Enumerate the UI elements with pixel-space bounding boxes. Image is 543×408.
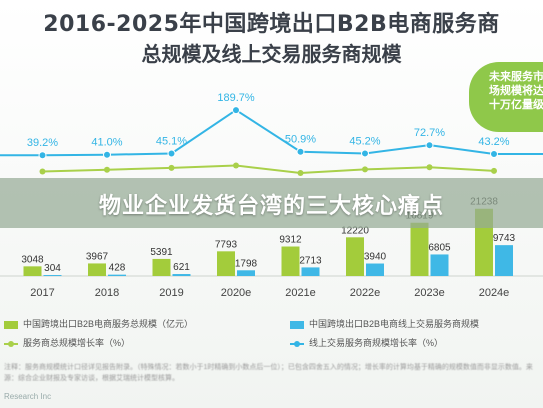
point-online-growth <box>490 150 498 159</box>
legend-label-total: 中国跨境出口B2B电商服务总规模（亿元） <box>23 319 194 329</box>
point-online-growth <box>38 151 47 160</box>
bar-total <box>88 263 106 276</box>
bar-total <box>281 246 300 276</box>
x-tick-label: 2020e <box>221 287 252 299</box>
growth-label: 45.1% <box>156 135 187 147</box>
x-tick-label: 2024e <box>479 287 510 299</box>
overlay-banner-text: 物业企业发货台湾的三大核心痛点 <box>98 194 444 219</box>
bar-total-label: 9312 <box>279 235 302 246</box>
x-tick-label: 2023e <box>414 287 445 299</box>
growth-label: 45.2% <box>349 135 380 147</box>
point-online-growth <box>425 141 434 150</box>
legend-item-total-growth: 服务商总规模增长率（%） <box>4 336 130 349</box>
note-line-2: 场规模将达 <box>489 85 543 97</box>
x-tick-label: 2022e <box>350 287 381 299</box>
legend-item-total: 中国跨境出口B2B电商服务总规模（亿元） <box>4 317 193 330</box>
point-total-growth <box>491 167 497 174</box>
point-total-growth <box>39 168 46 175</box>
point-total-growth <box>362 166 368 173</box>
growth-label: 189.7% <box>217 92 255 104</box>
bar-online-label: 621 <box>173 262 190 273</box>
point-total-growth <box>297 170 304 176</box>
legend-label-total-growth: 服务商总规模增长率（%） <box>23 338 131 348</box>
bar-online-label: 1798 <box>235 258 258 269</box>
chart-subtitle: 总规模及线上交易服务商规模 <box>141 42 402 66</box>
overlay-banner <box>0 178 543 228</box>
point-total-growth <box>233 162 239 169</box>
bar-online <box>430 254 449 276</box>
bar-total <box>346 237 364 276</box>
line-online-growth <box>0 108 543 157</box>
x-tick-label: 2018 <box>95 287 119 299</box>
bar-online <box>495 245 513 276</box>
bar-online <box>301 267 320 276</box>
note-line-1: 未来服务市 <box>489 71 543 83</box>
legend-item-online-growth: 线上交易服务商规模增长率（%） <box>290 336 443 349</box>
legend-swatch-blue-line <box>290 340 304 347</box>
growth-label: 39.2% <box>27 137 58 149</box>
bar-online <box>237 270 255 276</box>
bar-total-label: 7793 <box>215 239 238 250</box>
legend-swatch-green-line <box>4 340 18 347</box>
growth-label: 50.9% <box>285 134 316 146</box>
growth-label: 41.0% <box>91 137 122 149</box>
bar-total <box>217 251 235 276</box>
bar-online <box>108 274 126 276</box>
legend-swatch-green-bar <box>4 320 18 329</box>
bar-online <box>366 263 384 276</box>
bar-total-label: 12220 <box>341 225 369 236</box>
point-total-growth <box>168 164 175 171</box>
bar-online-label: 3940 <box>364 252 387 263</box>
bar-online-label: 428 <box>109 263 126 274</box>
bar-online <box>172 274 191 276</box>
legend-swatch-blue-bar <box>290 320 304 329</box>
bar-total-label: 3048 <box>21 254 44 265</box>
line-total-growth <box>42 164 495 175</box>
point-total-growth <box>104 166 110 173</box>
bar-online-label: 6805 <box>428 242 451 253</box>
point-online-growth <box>167 149 176 158</box>
legend-label-online-growth: 线上交易服务商规模增长率（%） <box>309 338 444 348</box>
bar-total-label: 5391 <box>150 247 173 258</box>
source-note: 注释：服务商规模统计口径详见报告附录。（特殊情况：若数小于1时精确到小数点后一位… <box>4 364 533 382</box>
x-tick-label: 2021e <box>285 287 316 299</box>
bar-total-label: 3967 <box>86 251 109 262</box>
x-tick-label: 2017 <box>30 287 54 299</box>
point-online-growth <box>361 149 369 158</box>
bar-online <box>43 275 62 276</box>
point-online-growth <box>103 150 111 159</box>
point-online-growth <box>232 106 240 115</box>
bar-total <box>410 222 429 276</box>
x-tick-label: 2019 <box>159 287 183 299</box>
chart-title: 2016-2025年中国跨境出口B2B电商服务商 <box>43 12 500 37</box>
bar-online-label: 304 <box>44 263 61 274</box>
legend-label-online: 中国跨境出口B2B电商线上交易服务商规模 <box>309 319 480 329</box>
bar-total <box>23 266 42 276</box>
point-online-growth <box>296 147 305 156</box>
point-total-growth <box>426 164 433 171</box>
forecast-note-badge: 未来服务市 场规模将达 十万亿量级 <box>469 62 543 132</box>
growth-label: 72.7% <box>414 127 445 139</box>
bar-total <box>152 258 171 276</box>
footer-credit: Research Inc <box>4 392 52 401</box>
legend-item-online: 中国跨境出口B2B电商线上交易服务商规模 <box>290 317 479 330</box>
growth-label: 43.2% <box>478 136 509 148</box>
note-line-3: 十万亿量级 <box>489 99 543 111</box>
bar-online-label: 2713 <box>299 255 322 266</box>
bar-online-label: 9743 <box>493 233 516 244</box>
